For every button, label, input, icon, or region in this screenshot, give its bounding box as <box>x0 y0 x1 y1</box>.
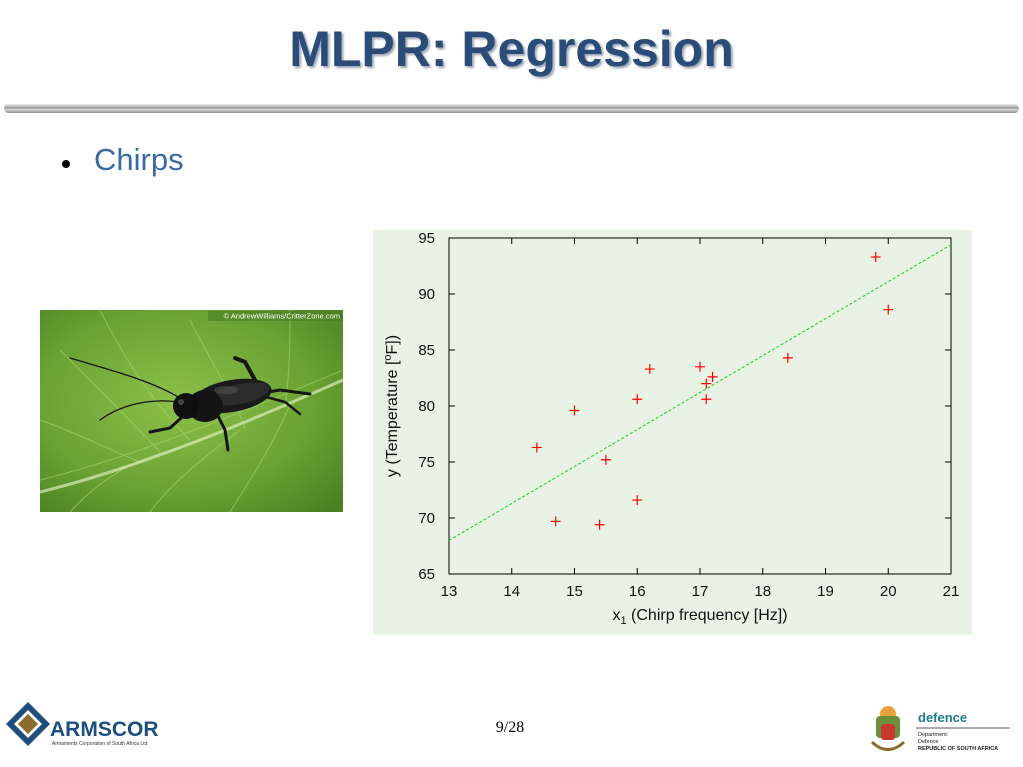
data-point <box>695 361 705 372</box>
fit-line <box>448 244 952 541</box>
x-tick-label: 14 <box>503 583 520 600</box>
x-tick-label: 21 <box>943 583 960 600</box>
data-point <box>644 364 655 375</box>
x-tick-label: 19 <box>817 583 834 600</box>
data-point <box>569 405 580 416</box>
x-tick-label: 20 <box>880 583 897 600</box>
bullet-text: Chirps <box>94 142 184 177</box>
chart-svg: 13 14 15 16 17 18 19 20 21 65 70 75 80 85 90 95 x1 (Chi… <box>373 230 972 635</box>
photo-credit: © AndrewWilliams/CritterZone.com <box>224 312 340 321</box>
y-tick-label: 85 <box>418 342 435 359</box>
data-point <box>701 378 712 389</box>
defence-line-3: REPUBLIC OF SOUTH AFRICA <box>918 746 998 752</box>
defence-line-2: Defence <box>918 739 939 745</box>
y-tick-label: 80 <box>418 398 435 415</box>
y-tick-label: 75 <box>418 454 435 471</box>
data-point <box>632 495 643 506</box>
data-point <box>594 519 605 530</box>
fit-line-group <box>448 244 952 541</box>
y-tick-label: 90 <box>418 286 435 303</box>
armscor-tagline: Armaments Corporation of South Africa Lt… <box>52 741 148 747</box>
x-tick-label: 13 <box>441 583 458 600</box>
page-number: 9/28 <box>495 719 525 736</box>
data-point <box>600 454 611 465</box>
data-point <box>632 394 643 405</box>
scatter-chart: 13 14 15 16 17 18 19 20 21 65 70 75 80 85 90 95 x1 (Chi… <box>373 230 972 635</box>
cricket-photo: © AndrewWilliams/CritterZone.com <box>40 310 343 512</box>
y-tick-label: 65 <box>418 566 435 583</box>
armscor-logo: ARMSCOR Armaments Corporation of South A… <box>6 700 166 758</box>
data-point <box>883 304 894 315</box>
x-tick-label: 17 <box>692 583 709 600</box>
armscor-name: ARMSCOR <box>50 718 159 741</box>
cricket-illustration: © AndrewWilliams/CritterZone.com <box>40 310 343 512</box>
bullet-dot-icon <box>62 160 70 168</box>
data-point <box>707 371 718 382</box>
armscor-logo-icon: ARMSCOR Armaments Corporation of South A… <box>6 702 159 747</box>
data-point <box>701 394 712 405</box>
defence-name: defence <box>918 710 967 725</box>
data-points <box>531 252 894 530</box>
defence-logo: defence Department: Defence REPUBLIC OF … <box>868 702 1016 758</box>
x-axis-label: x1 (Chirp frequency [Hz]) <box>612 607 787 627</box>
chart-background <box>373 230 972 635</box>
data-point <box>531 442 542 453</box>
defence-logo-icon: defence Department: Defence REPUBLIC OF … <box>870 706 1010 752</box>
data-point <box>550 516 561 527</box>
title-divider <box>4 104 1019 113</box>
y-tick-label: 70 <box>418 510 435 527</box>
bullet-item: Chirps <box>62 142 184 178</box>
x-tick-label: 15 <box>566 583 583 600</box>
y-axis-label: y (Temperature [oF]) <box>382 335 401 477</box>
defence-line-1: Department: <box>918 732 949 738</box>
y-tick-label: 95 <box>418 230 435 247</box>
data-point <box>782 352 793 363</box>
data-point <box>870 252 881 263</box>
x-tick-label: 16 <box>629 583 646 600</box>
axis-ticks: 13 14 15 16 17 18 19 20 21 65 70 75 80 85 90 95 <box>418 230 959 600</box>
slide-title: MLPR: Regression <box>289 21 734 77</box>
x-tick-label: 18 <box>754 583 771 600</box>
